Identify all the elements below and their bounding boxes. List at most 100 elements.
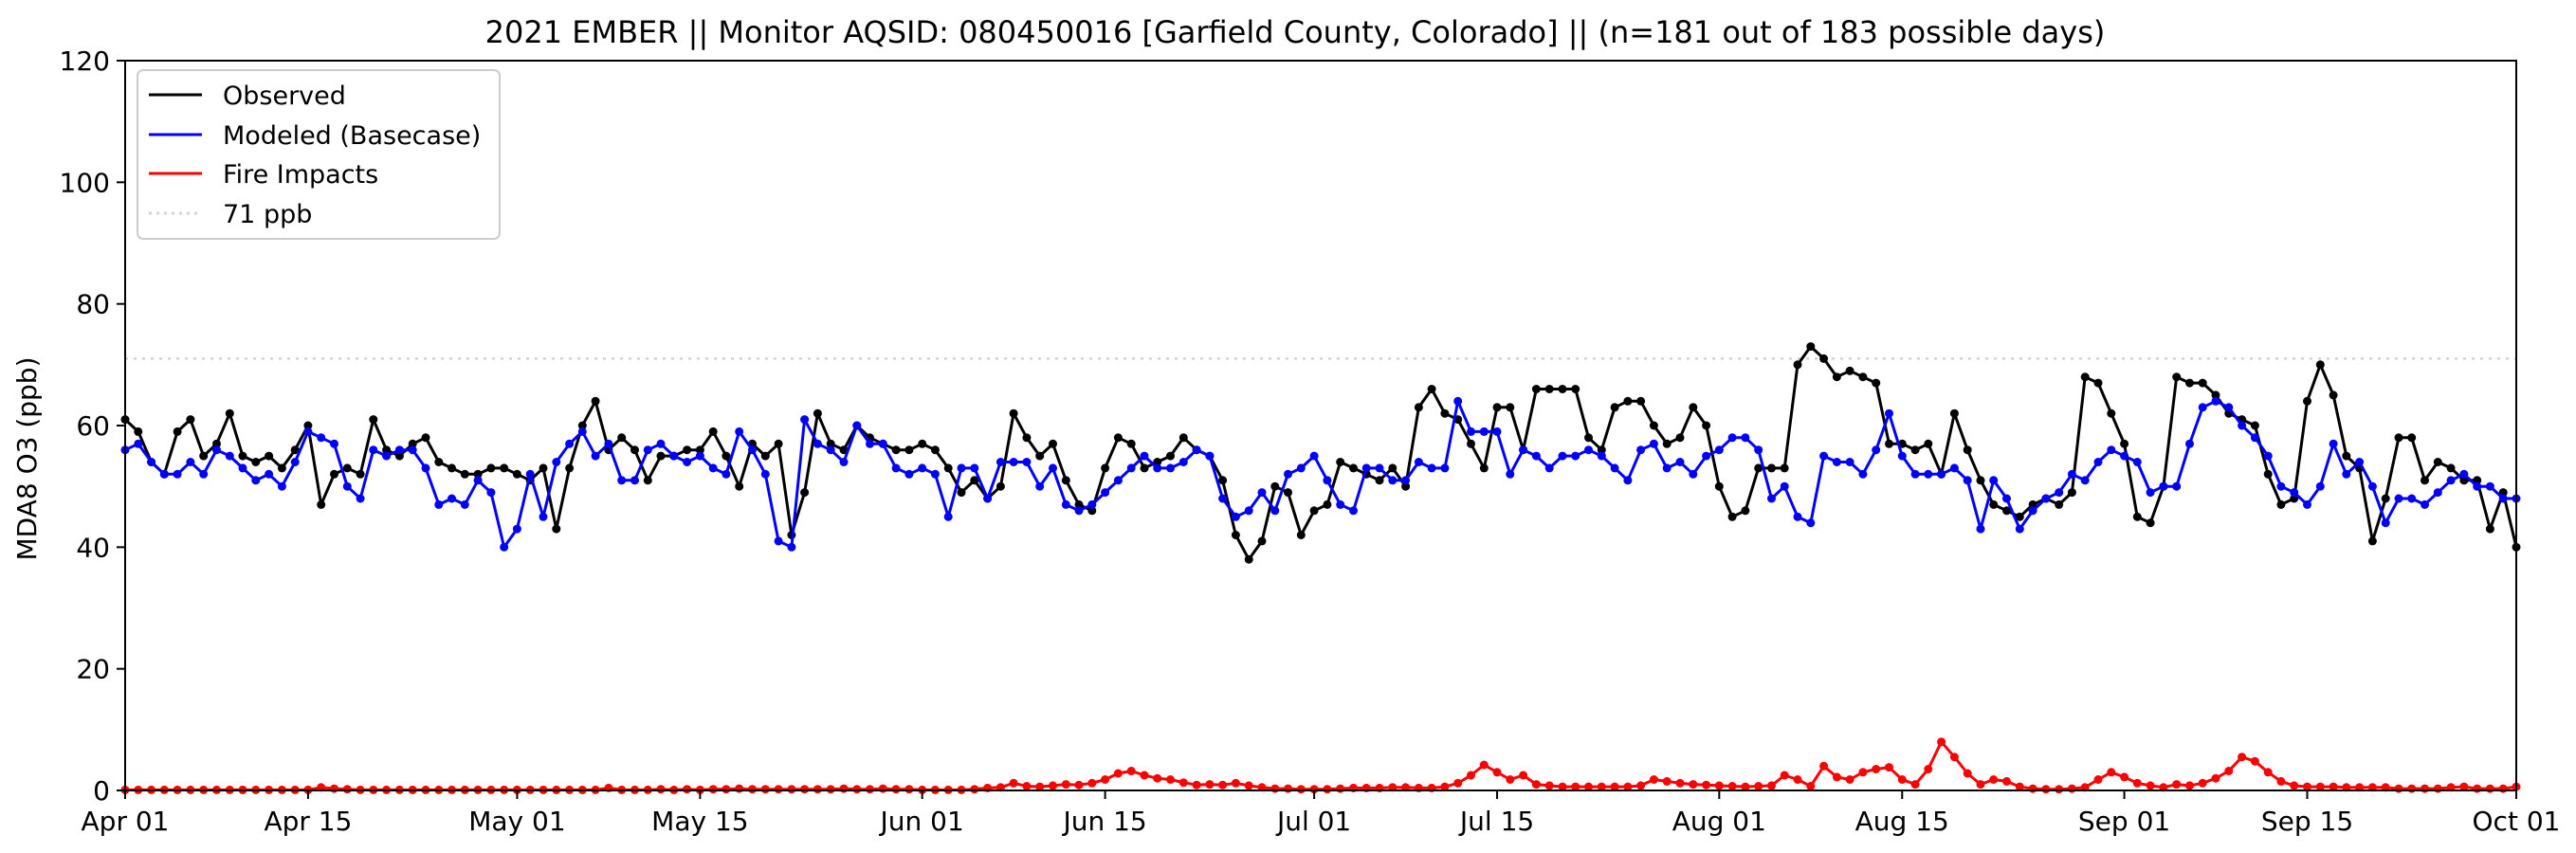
- data-point-observed: [2172, 372, 2182, 382]
- data-point-observed: [1885, 439, 1893, 448]
- data-point-fire-impacts: [1584, 782, 1593, 791]
- data-point-modeled-basecase: [1323, 476, 1332, 485]
- data-point-observed: [1022, 433, 1032, 443]
- data-point-observed: [630, 445, 639, 455]
- data-point-observed: [2421, 476, 2429, 485]
- data-point-observed: [591, 396, 600, 406]
- data-point-modeled-basecase: [774, 536, 783, 546]
- data-point-fire-impacts: [722, 785, 731, 794]
- data-point-modeled-basecase: [656, 439, 666, 448]
- data-point-modeled-basecase: [565, 439, 575, 448]
- series-line-observed: [123, 345, 2518, 561]
- data-point-observed: [957, 488, 966, 498]
- data-point-modeled-basecase: [199, 469, 209, 479]
- data-point-fire-impacts: [1976, 780, 1985, 789]
- data-point-observed: [1819, 354, 1829, 363]
- data-point-fire-impacts: [839, 784, 849, 793]
- data-point-fire-impacts: [1440, 782, 1450, 791]
- data-point-modeled-basecase: [748, 445, 757, 455]
- data-point-modeled-basecase: [1793, 512, 1802, 521]
- data-point-modeled-basecase: [1610, 463, 1619, 473]
- data-point-fire-impacts: [1166, 775, 1175, 784]
- data-point-modeled-basecase: [930, 469, 940, 479]
- data-point-modeled-basecase: [512, 524, 521, 534]
- data-point-observed: [1284, 488, 1292, 498]
- data-point-modeled-basecase: [1427, 463, 1436, 473]
- data-point-observed: [1949, 408, 1959, 418]
- data-point-modeled-basecase: [891, 463, 901, 473]
- data-point-modeled-basecase: [2041, 494, 2051, 503]
- data-point-modeled-basecase: [265, 469, 274, 479]
- data-point-modeled-basecase: [290, 458, 300, 466]
- data-point-observed: [918, 439, 927, 448]
- y-tick-label: 100: [60, 167, 110, 198]
- data-point-modeled-basecase: [147, 458, 156, 466]
- data-point-fire-impacts: [2459, 782, 2469, 791]
- data-point-fire-impacts: [1767, 781, 1776, 790]
- y-tick-label: 60: [76, 410, 110, 442]
- data-point-observed: [1767, 463, 1776, 473]
- data-point-fire-impacts: [1989, 775, 1999, 784]
- data-point-observed: [2303, 396, 2311, 406]
- data-point-fire-impacts: [2211, 773, 2220, 783]
- data-point-fire-impacts: [1126, 767, 1136, 775]
- data-point-fire-impacts: [1113, 769, 1123, 778]
- y-tick-label: 80: [76, 289, 110, 320]
- y-tick-label: 40: [76, 532, 110, 563]
- data-point-observed: [1401, 481, 1411, 491]
- data-point-observed: [382, 445, 392, 455]
- data-point-fire-impacts: [2093, 775, 2103, 784]
- data-point-observed: [1440, 408, 1450, 418]
- data-point-fire-impacts: [2172, 780, 2182, 789]
- data-point-observed: [996, 481, 1005, 491]
- data-point-modeled-basecase: [1937, 469, 1946, 479]
- data-point-observed: [1806, 342, 1816, 352]
- data-point-fire-impacts: [2433, 784, 2442, 793]
- data-point-modeled-basecase: [760, 469, 770, 479]
- data-point-modeled-basecase: [1623, 476, 1633, 485]
- data-point-observed: [1649, 421, 1658, 430]
- data-point-observed: [552, 524, 561, 534]
- data-point-observed: [1349, 463, 1358, 473]
- data-point-observed: [970, 476, 979, 485]
- data-point-modeled-basecase: [1244, 506, 1253, 516]
- data-point-fire-impacts: [1087, 778, 1097, 788]
- data-point-fire-impacts: [878, 784, 887, 793]
- data-point-observed: [1989, 499, 1999, 509]
- data-point-observed: [1113, 433, 1123, 443]
- data-point-fire-impacts: [2055, 785, 2064, 794]
- data-point-modeled-basecase: [539, 512, 548, 521]
- data-point-observed: [813, 408, 822, 418]
- x-tick-label: Jul 15: [1458, 806, 1534, 837]
- data-point-modeled-basecase: [604, 439, 613, 448]
- data-point-modeled-basecase: [1519, 445, 1528, 455]
- data-point-modeled-basecase: [1218, 494, 1228, 503]
- x-tick-label: Apr 01: [82, 806, 170, 837]
- data-point-fire-impacts: [1780, 771, 1789, 780]
- data-point-modeled-basecase: [800, 415, 810, 425]
- data-point-observed: [1689, 403, 1698, 412]
- data-point-observed: [1597, 445, 1606, 455]
- data-point-modeled-basecase: [1924, 469, 1933, 479]
- data-point-fire-impacts: [1845, 775, 1854, 784]
- x-tick-label: Apr 15: [264, 806, 352, 837]
- data-point-fire-impacts: [2146, 781, 2155, 790]
- data-point-fire-impacts: [1597, 782, 1606, 791]
- data-point-fire-impacts: [1623, 782, 1633, 791]
- data-point-modeled-basecase: [394, 445, 404, 455]
- data-point-modeled-basecase: [2015, 524, 2024, 534]
- data-point-fire-impacts: [826, 785, 835, 794]
- data-point-observed: [2146, 518, 2155, 528]
- y-tick-label: 20: [76, 654, 110, 685]
- data-point-observed: [2002, 506, 2011, 516]
- data-point-fire-impacts: [1244, 781, 1253, 790]
- data-point-modeled-basecase: [669, 451, 679, 461]
- data-point-observed: [1963, 445, 1972, 455]
- series-observed: [120, 342, 2521, 564]
- data-point-fire-impacts: [1714, 781, 1724, 790]
- data-point-modeled-basecase: [2120, 451, 2129, 461]
- data-point-observed: [1074, 499, 1084, 509]
- data-point-modeled-basecase: [342, 481, 352, 491]
- data-point-fire-impacts: [656, 785, 666, 794]
